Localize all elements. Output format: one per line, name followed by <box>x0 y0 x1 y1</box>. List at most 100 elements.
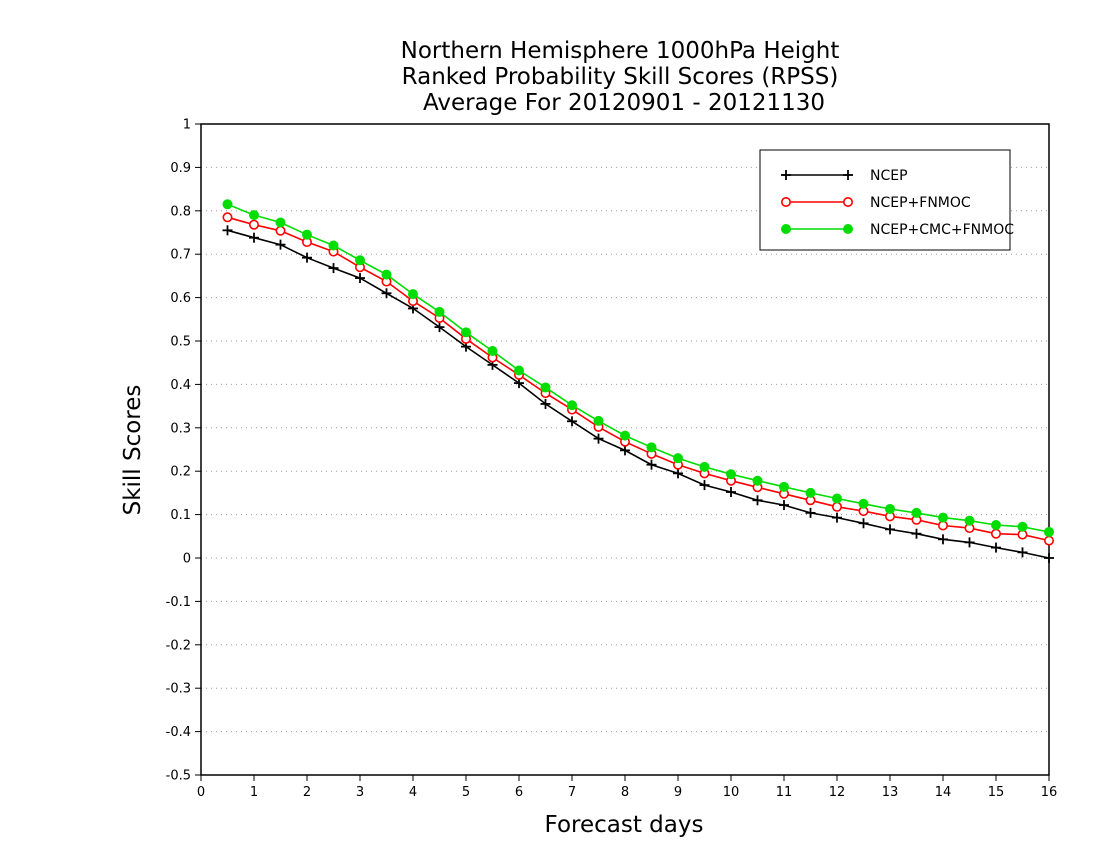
data-point-ncep-fnmoc <box>990 528 1001 539</box>
data-point-ncep <box>752 495 763 506</box>
y-tick-label: 0.2 <box>170 465 191 480</box>
x-tick-label: 13 <box>882 785 899 800</box>
legend-entry-ncep: NCEP <box>781 168 908 184</box>
data-point-ncep-cmc-fnmoc <box>222 199 233 210</box>
x-tick-label: 1 <box>250 785 258 800</box>
data-point-ncep-cmc-fnmoc <box>752 475 763 486</box>
x-tick-label: 16 <box>1041 785 1058 800</box>
x-axis-title: Forecast days <box>545 812 704 838</box>
chart-title-line-3: Average For 20120901 - 20121130 <box>423 90 825 116</box>
legend-box <box>759 149 1011 251</box>
legend-marker <box>780 197 791 208</box>
data-point-ncep-fnmoc <box>222 212 233 223</box>
series-ncep-fnmoc <box>222 212 1055 546</box>
data-point-ncep-cmc-fnmoc <box>832 493 842 504</box>
data-point-ncep-cmc-fnmoc <box>964 515 975 526</box>
data-point-ncep <box>1017 547 1028 558</box>
x-tick-label: 15 <box>988 785 1005 800</box>
data-point-ncep-cmc-fnmoc <box>593 415 604 426</box>
data-point-ncep-cmc-fnmoc <box>726 469 736 480</box>
data-point-ncep <box>726 487 736 498</box>
data-point-ncep <box>646 459 657 470</box>
data-point-ncep <box>964 537 975 548</box>
series-line-ncep <box>227 229 1050 559</box>
data-point-ncep <box>938 534 948 545</box>
y-tick-label: 0.7 <box>170 248 191 263</box>
x-tick-label: 2 <box>303 785 311 800</box>
data-point-ncep-cmc-fnmoc <box>805 487 816 498</box>
data-point-ncep-cmc-fnmoc <box>328 240 339 251</box>
chart-title: Northern Hemisphere 1000hPa Height Ranke… <box>401 38 840 116</box>
data-point-ncep-fnmoc <box>1044 535 1055 546</box>
data-point-ncep <box>673 468 683 479</box>
legend-entry-ncep-cmc-fnmoc: NCEP+CMC+FNMOC <box>781 222 1014 238</box>
y-tick-label: 0.5 <box>170 335 191 350</box>
x-tick-label: 12 <box>829 785 846 800</box>
legend-marker <box>781 170 791 180</box>
series-lines <box>222 199 1055 563</box>
data-point-ncep <box>302 252 312 263</box>
y-tick-label: -0.3 <box>166 682 191 697</box>
y-tick-label: 0.3 <box>170 421 191 436</box>
data-point-ncep-cmc-fnmoc <box>885 503 895 514</box>
data-point-ncep-cmc-fnmoc <box>381 269 392 280</box>
x-tick-label: 6 <box>515 785 523 800</box>
y-tick-label: -0.1 <box>166 595 191 610</box>
legend-marker <box>781 224 791 234</box>
x-tick-label: 5 <box>462 785 470 800</box>
series-ncep-cmc-fnmoc <box>222 199 1054 537</box>
data-point-ncep-cmc-fnmoc <box>275 217 286 228</box>
y-axis-title: Skill Scores <box>120 385 146 516</box>
y-tick-label: 0.1 <box>170 508 191 523</box>
data-point-ncep-fnmoc <box>249 219 260 230</box>
data-point-ncep-cmc-fnmoc <box>858 498 869 509</box>
data-point-ncep-cmc-fnmoc <box>646 442 657 453</box>
legend-marker <box>843 224 853 234</box>
x-tick-label: 9 <box>674 785 682 800</box>
data-point-ncep <box>249 232 259 243</box>
data-point-ncep <box>381 288 392 299</box>
data-point-ncep-cmc-fnmoc <box>434 306 445 317</box>
y-tick-label: 0.8 <box>170 204 191 219</box>
data-point-ncep <box>434 322 445 333</box>
data-point-ncep-cmc-fnmoc <box>487 345 498 356</box>
x-tick-label: 7 <box>568 785 576 800</box>
series-line-ncep-fnmoc <box>227 216 1050 542</box>
data-point-ncep <box>540 398 551 409</box>
data-point-ncep <box>355 273 365 284</box>
legend-marker <box>842 197 853 208</box>
data-point-ncep-cmc-fnmoc <box>911 507 922 518</box>
y-tick-label: -0.2 <box>166 638 191 653</box>
data-point-ncep-cmc-fnmoc <box>1044 526 1054 537</box>
y-tick-label: 0.4 <box>170 378 191 393</box>
x-tick-label: 8 <box>621 785 629 800</box>
legend-label: NCEP+CMC+FNMOC <box>870 222 1014 238</box>
legend-label: NCEP <box>870 168 908 184</box>
data-point-ncep <box>620 445 630 456</box>
legend-marker <box>843 170 853 180</box>
y-tick-label: 0 <box>183 552 191 567</box>
data-point-ncep <box>1044 553 1054 563</box>
x-tick-label: 10 <box>723 785 740 800</box>
chart-title-line-1: Northern Hemisphere 1000hPa Height <box>401 38 840 64</box>
data-point-ncep-cmc-fnmoc <box>540 382 551 393</box>
data-point-ncep <box>275 239 286 250</box>
series-line-ncep-cmc-fnmoc <box>227 203 1050 533</box>
series-ncep <box>222 225 1054 563</box>
axes: -0.5 -0.4 -0.3 -0.2 -0.1 0 0.1 0.2 0.3 0.4 0.5 0.6 0… <box>166 118 1058 801</box>
chart-title-line-2: Ranked Probability Skill Scores (RPSS) <box>402 64 839 90</box>
data-point-ncep <box>222 225 233 236</box>
data-point-ncep-cmc-fnmoc <box>938 512 948 523</box>
data-point-ncep <box>567 416 577 427</box>
y-tick-label: -0.4 <box>166 725 191 740</box>
data-point-ncep-fnmoc <box>831 501 842 512</box>
x-tick-label: 11 <box>776 785 793 800</box>
y-tick-label: 0.6 <box>170 291 191 306</box>
data-point-ncep <box>328 263 339 274</box>
y-tick-label: -0.5 <box>166 769 191 784</box>
data-point-ncep-cmc-fnmoc <box>991 520 1001 531</box>
data-point-ncep <box>805 507 816 518</box>
x-tick-label: 4 <box>409 785 417 800</box>
